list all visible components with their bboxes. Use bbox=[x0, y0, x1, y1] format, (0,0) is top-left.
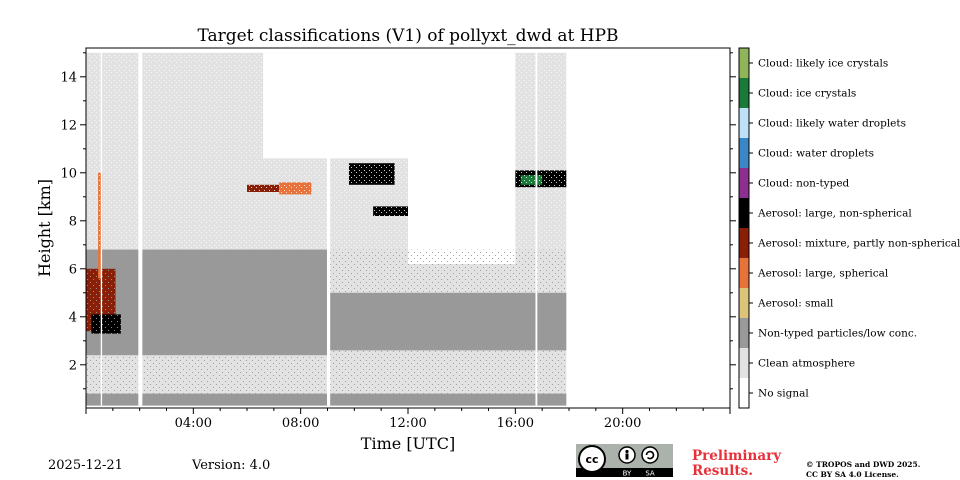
y-axis-ticks: 2 4 6 8 10 12 14 bbox=[60, 52, 736, 390]
x-tick-label: 08:00 bbox=[282, 416, 319, 431]
footer-version: Version: 4.0 bbox=[192, 458, 271, 473]
colorbar-label: Cloud: likely water droplets bbox=[758, 118, 906, 130]
y-tick-label: 10 bbox=[60, 166, 77, 181]
colorbar-label: Cloud: likely ice crystals bbox=[758, 58, 888, 70]
colorbar-swatch bbox=[739, 288, 749, 318]
colorbar-swatch bbox=[739, 168, 749, 198]
license-sa-label: SA bbox=[645, 470, 655, 478]
colorbar-label: Cloud: non-typed bbox=[758, 178, 850, 190]
gap-column bbox=[100, 52, 103, 406]
copyright-line-2: CC BY SA 4.0 License. bbox=[806, 470, 899, 479]
gap-column bbox=[326, 52, 331, 406]
x-tick-label: 04:00 bbox=[175, 416, 212, 431]
x-axis-ticks: 04:00 08:00 12:00 16:00 20:00 bbox=[85, 408, 731, 431]
colorbar-swatch bbox=[739, 108, 749, 138]
cc-icon bbox=[578, 445, 606, 473]
chart-title: Target classifications (V1) of pollyxt_d… bbox=[197, 26, 618, 46]
colorbar-swatch bbox=[739, 348, 749, 378]
footer-date: 2025-12-21 bbox=[48, 458, 123, 473]
x-tick-label: 12:00 bbox=[389, 416, 426, 431]
share-alike-icon bbox=[641, 446, 659, 464]
colorbar-label: Cloud: water droplets bbox=[758, 148, 874, 160]
preliminary-line-1: Preliminary bbox=[692, 448, 782, 464]
colorbar-label: Aerosol: mixture, partly non-spherical bbox=[757, 238, 960, 250]
colorbar-swatch bbox=[739, 198, 749, 228]
plot-area bbox=[85, 47, 731, 409]
colorbar-label: Non-typed particles/low conc. bbox=[758, 328, 917, 340]
colorbar-swatch bbox=[739, 378, 749, 408]
preliminary-line-2: Results. bbox=[692, 463, 753, 479]
colorbar-label: Clean atmosphere bbox=[758, 358, 855, 370]
x-tick-label: 16:00 bbox=[497, 416, 534, 431]
license-by-label: BY bbox=[623, 470, 632, 478]
y-tick-label: 14 bbox=[60, 70, 77, 85]
noise-texture bbox=[86, 249, 567, 406]
colorbar-legend: Cloud: likely ice crystals Cloud: ice cry… bbox=[738, 47, 960, 409]
y-tick-label: 12 bbox=[60, 118, 77, 133]
x-tick-label: 20:00 bbox=[604, 416, 641, 431]
y-tick-label: 4 bbox=[69, 310, 77, 325]
colorbar-swatch bbox=[739, 48, 749, 78]
colorbar-label: Aerosol: large, non-spherical bbox=[757, 208, 912, 220]
y-axis-label: Height [km] bbox=[35, 179, 54, 277]
noise-texture-upper bbox=[86, 52, 567, 250]
x-axis-label: Time [UTC] bbox=[361, 434, 455, 453]
copyright-line-1: © TROPOS and DWD 2025. bbox=[806, 460, 921, 469]
colorbar-swatch bbox=[739, 318, 749, 348]
colorbar-label: Cloud: ice crystals bbox=[758, 88, 856, 100]
colorbar-label: Aerosol: large, spherical bbox=[757, 268, 889, 280]
colorbar-swatch bbox=[739, 258, 749, 288]
colorbar-label: No signal bbox=[758, 388, 809, 400]
colorbar-label: Aerosol: small bbox=[757, 298, 834, 310]
cc-license-badge: cc BY SA bbox=[576, 444, 673, 477]
colorbar-swatch bbox=[739, 138, 749, 168]
y-tick-label: 6 bbox=[69, 262, 77, 277]
preliminary-notice: Preliminary Results. bbox=[692, 449, 781, 479]
data-gaps bbox=[100, 52, 538, 406]
colorbar-swatch bbox=[739, 78, 749, 108]
colorbar-swatch bbox=[739, 228, 749, 258]
copyright-notice: © TROPOS and DWD 2025. CC BY SA 4.0 Lice… bbox=[806, 460, 920, 480]
gap-column bbox=[535, 52, 538, 406]
y-tick-label: 8 bbox=[69, 214, 77, 229]
svg-text:cc: cc bbox=[585, 453, 598, 466]
colorbar-frame bbox=[738, 47, 750, 409]
y-tick-label: 2 bbox=[69, 358, 77, 373]
gap-column bbox=[138, 52, 143, 406]
